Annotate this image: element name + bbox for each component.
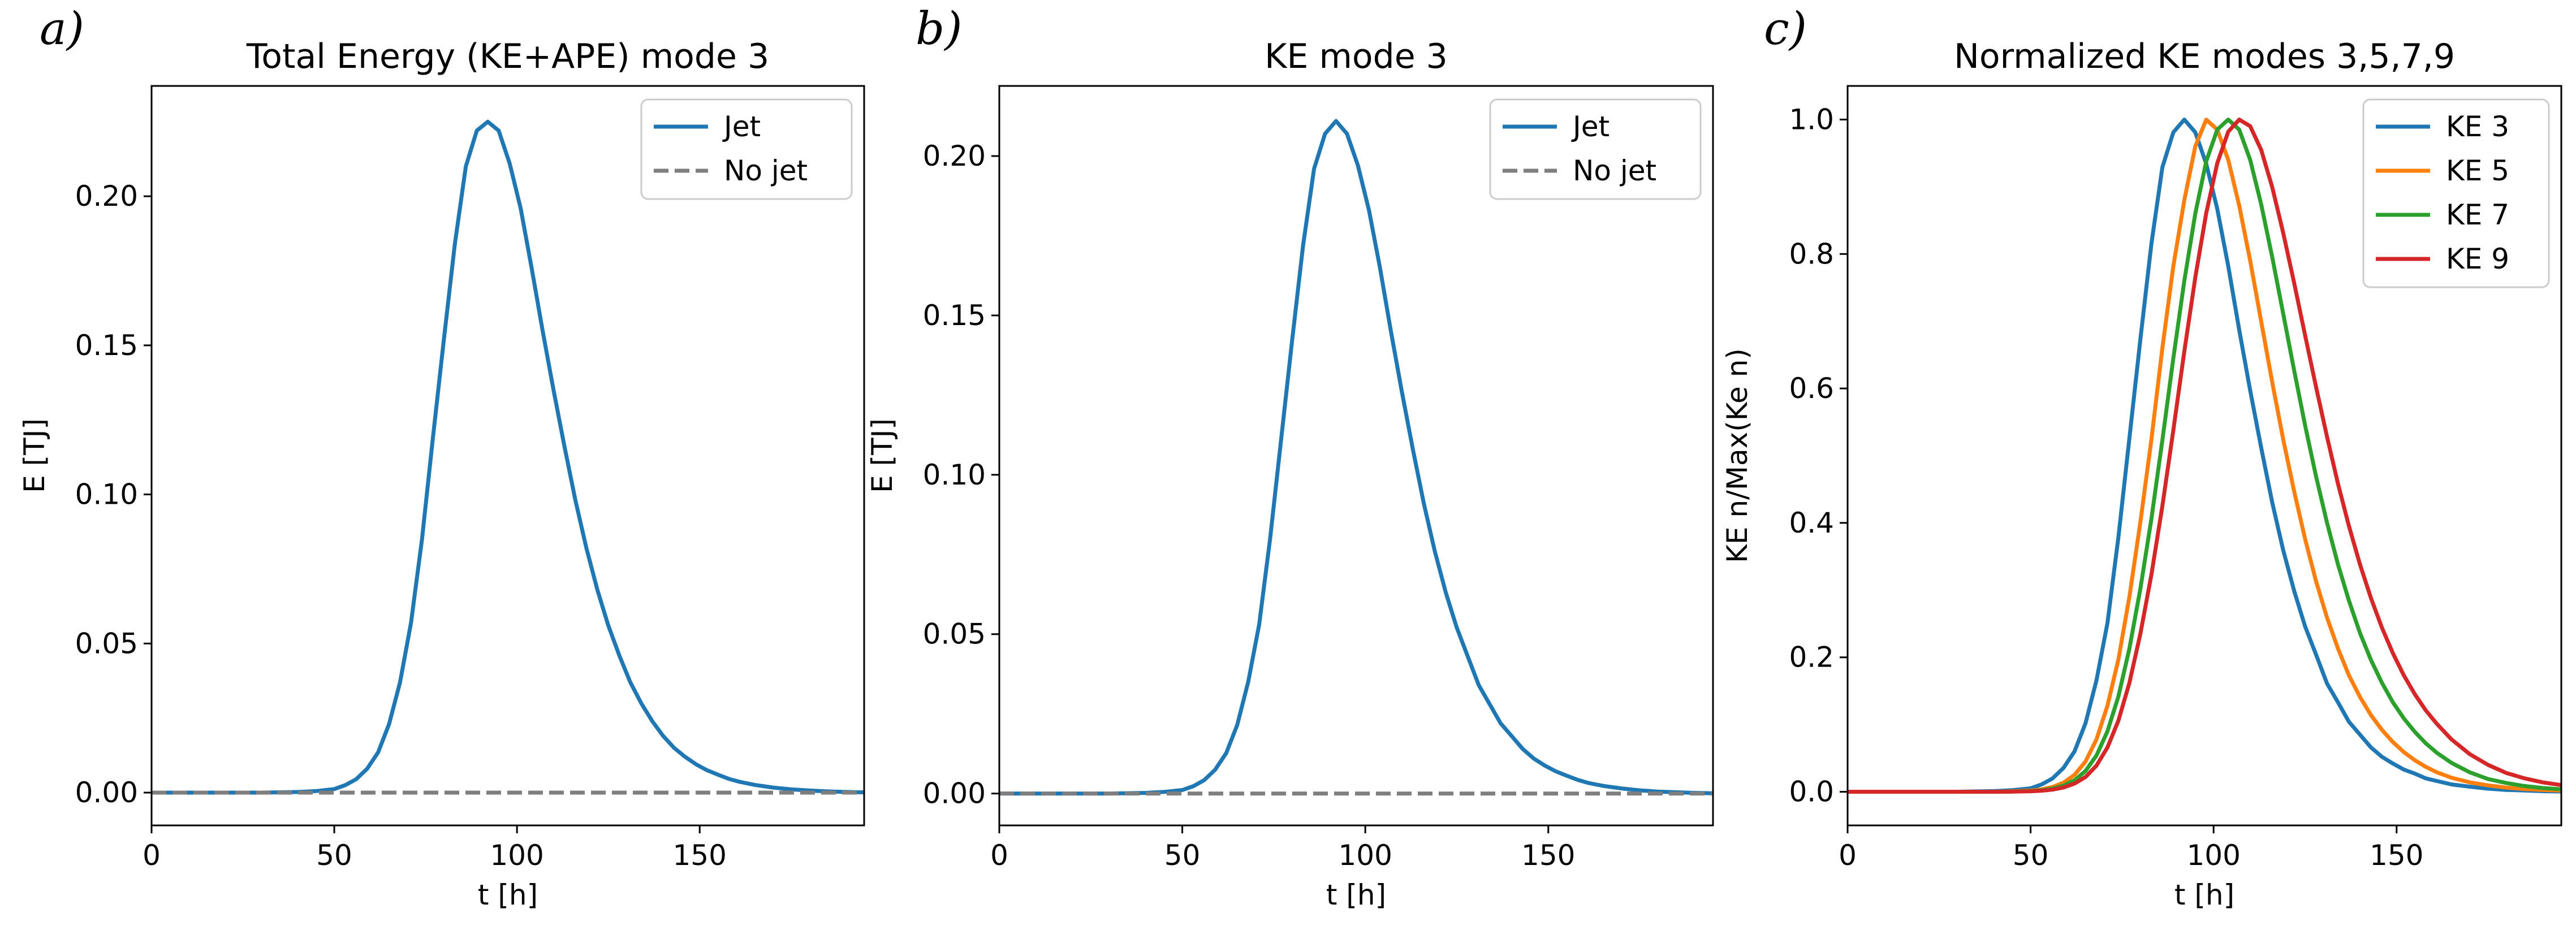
x-axis-label: t [h] <box>1326 879 1386 911</box>
x-tick-label: 100 <box>1338 839 1392 872</box>
x-tick-label: 0 <box>143 839 161 872</box>
panel-1: a) Total Energy (KE+APE) mode 3 0 50 100 150 0… <box>18 2 865 911</box>
y-tick-label: 1.0 <box>1789 103 1834 136</box>
y-tick-label: 0.05 <box>923 618 986 651</box>
panel-title: Normalized KE modes 3,5,7,9 <box>1954 37 2455 76</box>
y-tick-label: 0.20 <box>75 180 138 213</box>
y-tick-label: 0.00 <box>75 776 138 809</box>
x-tick-label: 150 <box>673 839 727 872</box>
series-group <box>152 119 864 795</box>
axes-frame <box>150 85 865 827</box>
y-axis-label: E [TJ] <box>866 418 899 493</box>
x-tick-label: 0 <box>990 839 1008 872</box>
x-tick-label: 50 <box>316 839 352 872</box>
panel-title: Total Energy (KE+APE) mode 3 <box>246 37 769 76</box>
panel-2: b) KE mode 3 0 50 100 150 0.00 0.05 0.10 0.15 0.20… <box>866 2 1714 911</box>
y-axis-label: KE n/Max(Ke n) <box>1721 348 1754 563</box>
y-tick-label: 0.10 <box>923 458 986 491</box>
y-tick-label: 0.6 <box>1789 372 1834 405</box>
panel-letter: c) <box>1764 2 1807 55</box>
y-tick-label: 0.00 <box>923 777 986 810</box>
y-tick-label: 0.05 <box>75 627 138 660</box>
y-tick-label: 0.8 <box>1789 237 1834 270</box>
panel-letter: a) <box>40 2 84 55</box>
legend-box <box>640 98 853 200</box>
legend-label: KE 3 <box>2446 110 2509 143</box>
x-tick-label: 0 <box>1839 839 1857 872</box>
y-tick-label: 0.15 <box>75 329 138 362</box>
x-tick-label: 50 <box>1164 839 1201 872</box>
legend-label: KE 9 <box>2446 243 2509 275</box>
x-tick-label: 50 <box>2013 839 2049 872</box>
legend-label: Jet <box>722 110 761 143</box>
series-group <box>1848 118 2561 794</box>
series-line-jet <box>999 119 1713 796</box>
legend-label: KE 7 <box>2446 198 2509 231</box>
series-line-ke-9 <box>1848 118 2561 794</box>
y-tick-label: 0.0 <box>1789 776 1834 808</box>
legend-box <box>2362 98 2550 288</box>
series-group <box>999 119 1713 796</box>
legend-label: Jet <box>1571 110 1610 143</box>
panel-3: c) Normalized KE modes 3,5,7,9 0 50 100 150 0.… <box>1721 2 2562 911</box>
legend-box <box>1489 98 1702 200</box>
axes-frame <box>1846 85 2562 827</box>
y-tick-label: 0.2 <box>1789 641 1834 674</box>
y-tick-label: 0.10 <box>75 478 138 511</box>
x-tick-label: 100 <box>490 839 543 872</box>
legend-label: KE 5 <box>2446 154 2509 187</box>
x-axis-label: t [h] <box>2174 879 2234 911</box>
panel-letter: b) <box>916 2 962 55</box>
axes-frame <box>998 85 1714 827</box>
y-tick-label: 0.15 <box>923 299 986 332</box>
x-tick-label: 150 <box>1521 839 1575 872</box>
y-tick-label: 0.20 <box>923 140 986 172</box>
legend-label: No jet <box>724 154 808 187</box>
y-axis-label: E [TJ] <box>18 418 51 493</box>
series-line-jet <box>152 119 864 795</box>
panel-title: KE mode 3 <box>1265 37 1448 76</box>
series-line-ke-3 <box>1848 118 2561 794</box>
legend-label: No jet <box>1573 154 1656 187</box>
x-tick-label: 150 <box>2370 839 2423 872</box>
x-tick-label: 100 <box>2186 839 2240 872</box>
y-tick-label: 0.4 <box>1789 507 1834 539</box>
x-axis-label: t [h] <box>478 879 538 911</box>
panels: a) Total Energy (KE+APE) mode 3 0 50 100 150 0… <box>18 2 2562 911</box>
